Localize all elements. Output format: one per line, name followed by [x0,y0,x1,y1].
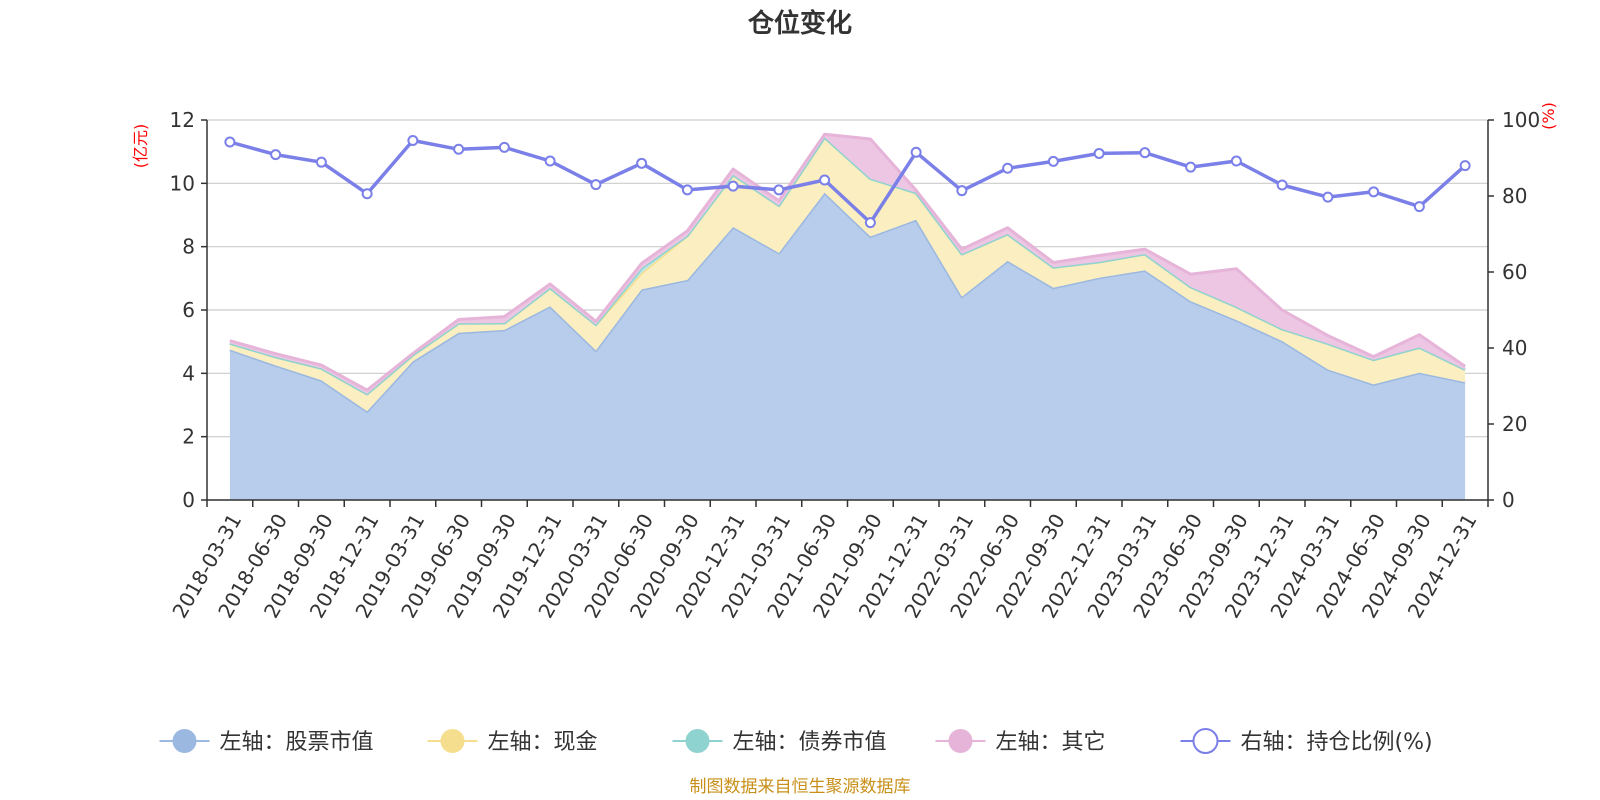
ratio-point [1413,201,1425,213]
right-axis-unit: (%) [1539,102,1558,130]
ratio-point [1047,155,1059,167]
ratio-point [544,155,556,167]
ratio-point [1276,179,1288,191]
ratio-point [315,156,327,168]
left-axis-tick-label: 10 [170,171,195,195]
ratio-point [636,157,648,169]
right-axis-tick-label: 80 [1502,184,1527,208]
stacked-areas [229,132,1466,501]
ratio-point [773,184,785,196]
area-series [229,137,1466,412]
right-axis-tick-label: 60 [1502,260,1527,284]
source-note: 制图数据来自恒生聚源数据库 [690,777,911,797]
ratio-point [1322,191,1334,203]
area-series [229,192,1466,501]
ratio-point [224,136,236,148]
ratio-point [498,141,510,153]
ratio-point [407,135,419,147]
legend-circle-marker [685,729,710,753]
left-axis-tick-label: 8 [182,235,195,259]
right-axis-tick-label: 40 [1502,336,1527,360]
legend-label: 左轴：股票市值 [220,730,374,755]
right-axis-tick-label: 20 [1502,412,1527,436]
left-axis-tick-label: 6 [182,298,195,322]
legend-item: 左轴：债券市值 [672,729,887,755]
legend-item: 左轴：现金 [427,729,598,755]
ratio-point [727,180,739,192]
ratio-point [270,149,282,161]
legend-circle-marker [440,729,465,753]
legend-label: 左轴：其它 [996,730,1106,755]
area-series-line [229,132,1466,392]
ratio-point [361,188,373,200]
ratio-point [1459,160,1471,172]
chart-title: 仓位变化 [747,8,852,39]
ratio-point [1185,161,1197,173]
ratio-point [864,217,876,229]
legend-circle-marker [1192,728,1219,754]
ratio-point [1368,186,1380,198]
legend-label: 左轴：现金 [488,730,598,755]
ratio-point [1093,147,1105,159]
ratio-point [1230,155,1242,167]
ratio-point [1139,147,1151,159]
legend-label: 左轴：债券市值 [733,730,887,755]
left-axis-tick-label: 0 [182,488,195,512]
ratio-line-path [229,138,1467,225]
legend-circle-marker [948,729,973,753]
ratio-point [681,184,693,196]
ratio-point [956,185,968,197]
ratio-point [453,143,465,155]
ratio-point [1002,162,1014,174]
left-axis-tick-label: 2 [182,425,195,449]
legend: 左轴：股票市值 左轴：现金 左轴：债券市值 左轴：其它 右轴：持仓比例(%) [159,728,1433,755]
ratio-point [819,174,831,186]
left-axis-unit: (亿元) [131,124,150,169]
legend-circle-marker [172,729,197,753]
legend-label: 右轴：持仓比例(%) [1241,730,1433,755]
legend-item: 左轴：其它 [935,729,1106,755]
right-axis-tick-label: 0 [1502,488,1515,512]
ratio-point [910,146,922,158]
right-axis-tick-label: 100 [1502,108,1540,132]
ratio-point [590,179,602,191]
left-axis-tick-label: 4 [182,361,195,385]
legend-item: 右轴：持仓比例(%) [1180,728,1433,755]
legend-item: 左轴：股票市值 [159,729,374,755]
left-axis-tick-label: 12 [170,108,195,132]
ratio-line-series [224,135,1471,229]
